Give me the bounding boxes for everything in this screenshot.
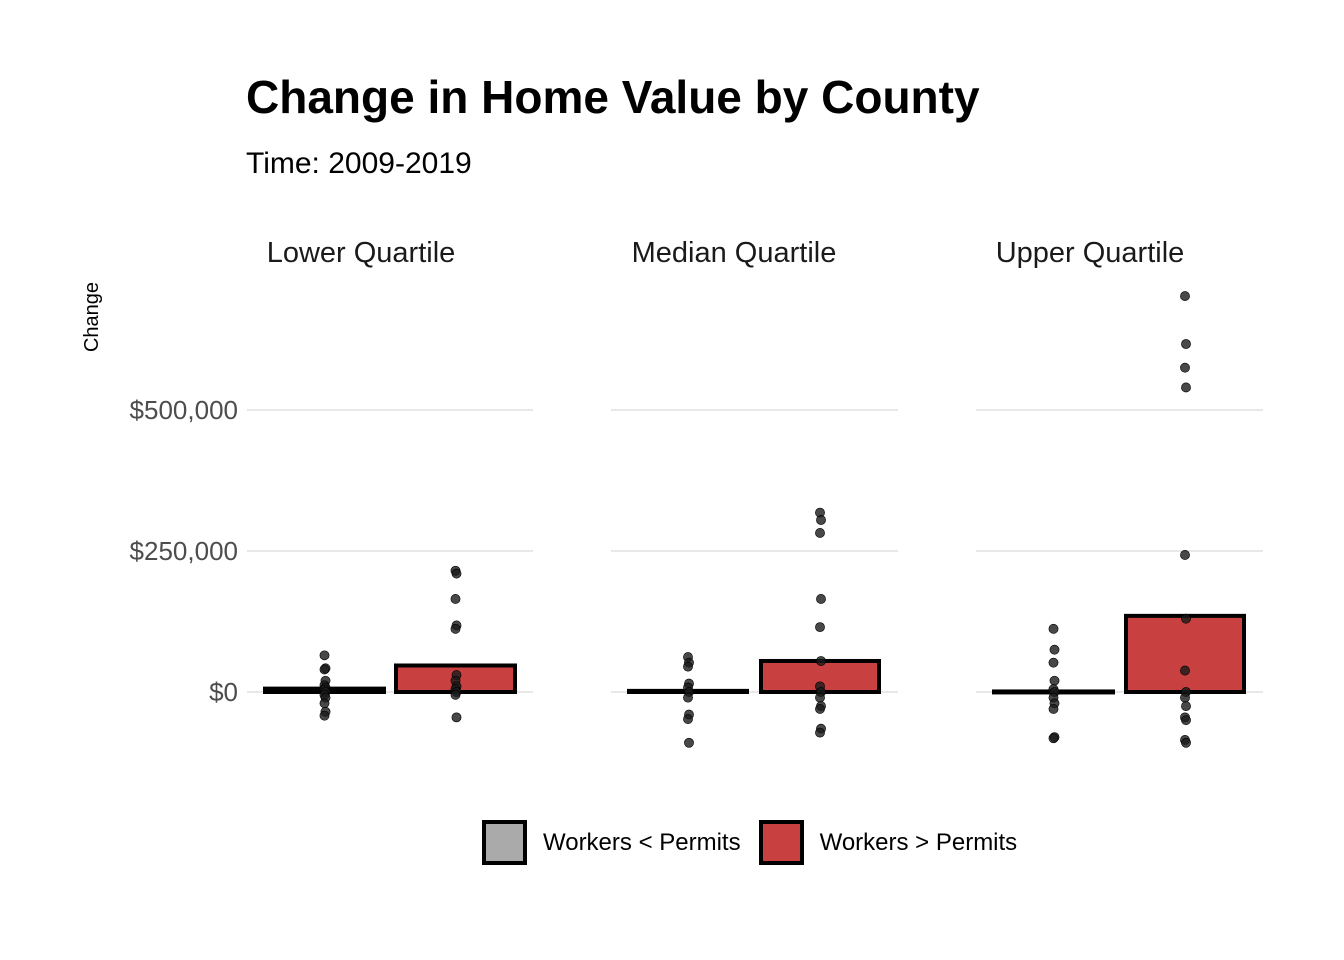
data-point: [815, 727, 825, 738]
data-point: [451, 712, 462, 723]
data-point: [450, 594, 461, 604]
data-point: [815, 704, 825, 714]
chart-legend: Workers < Permits Workers > Permits: [482, 820, 1035, 865]
data-point: [1048, 704, 1059, 714]
data-point: [450, 623, 461, 634]
data-point: [683, 692, 693, 703]
facet-label: Upper Quartile: [996, 237, 1185, 269]
data-point: [1180, 692, 1190, 703]
data-point: [1049, 644, 1060, 655]
data-point: [816, 515, 826, 525]
data-point: [1048, 657, 1059, 668]
data-point: [816, 594, 826, 604]
y-tick-label: $250,000: [130, 536, 238, 566]
legend-label: Workers < Permits: [543, 828, 741, 856]
chart-subtitle: Time: 2009-2019: [246, 147, 472, 180]
data-point: [1180, 291, 1190, 301]
bar: [1124, 613, 1246, 694]
data-point: [1181, 737, 1191, 748]
data-point: [1180, 362, 1190, 373]
data-point: [319, 664, 330, 675]
data-point: [1180, 550, 1190, 560]
labels: $0 $250,000 $500,000 Change Lower Quartile Me…: [81, 237, 1184, 707]
chart-plot-area: $0 $250,000 $500,000 Change Lower Quartile Me…: [81, 237, 1263, 748]
legend-swatch-red: [758, 820, 804, 865]
legend-label: Workers > Permits: [819, 828, 1018, 856]
y-axis-title: Change: [81, 282, 103, 352]
data-point: [319, 650, 330, 661]
y-tick-label: $0: [209, 677, 238, 707]
data-point: [815, 528, 825, 538]
data-point: [815, 622, 825, 633]
data-point: [683, 661, 693, 672]
data-point: [319, 710, 330, 721]
data-point: [1180, 665, 1190, 676]
data-point: [683, 714, 693, 724]
facet-label: Median Quartile: [632, 237, 837, 269]
legend-item-workers-gt-permits: Workers > Permits: [758, 820, 1018, 865]
data-point: [816, 656, 826, 666]
data-point: [1181, 382, 1191, 393]
legend-swatch-grey: [482, 820, 527, 865]
data-point: [450, 689, 461, 700]
data-point: [1049, 675, 1060, 686]
y-tick-label: $500,000: [130, 395, 238, 425]
bars: [263, 613, 1246, 695]
data-point: [1181, 613, 1191, 624]
data-point: [684, 737, 694, 748]
data-point: [1181, 339, 1191, 349]
data-point: [1048, 623, 1059, 634]
data-point: [1048, 733, 1059, 744]
data-point: [1181, 715, 1191, 726]
data-point: [1181, 701, 1191, 711]
chart-title: Change in Home Value by County: [246, 71, 980, 123]
data-point: [319, 698, 330, 709]
points: [319, 291, 1191, 748]
facet-label: Lower Quartile: [267, 237, 456, 269]
data-point: [451, 568, 462, 579]
data-point: [815, 692, 825, 703]
gridlines: [247, 409, 1263, 693]
legend-item-workers-lt-permits: Workers < Permits: [482, 820, 741, 865]
